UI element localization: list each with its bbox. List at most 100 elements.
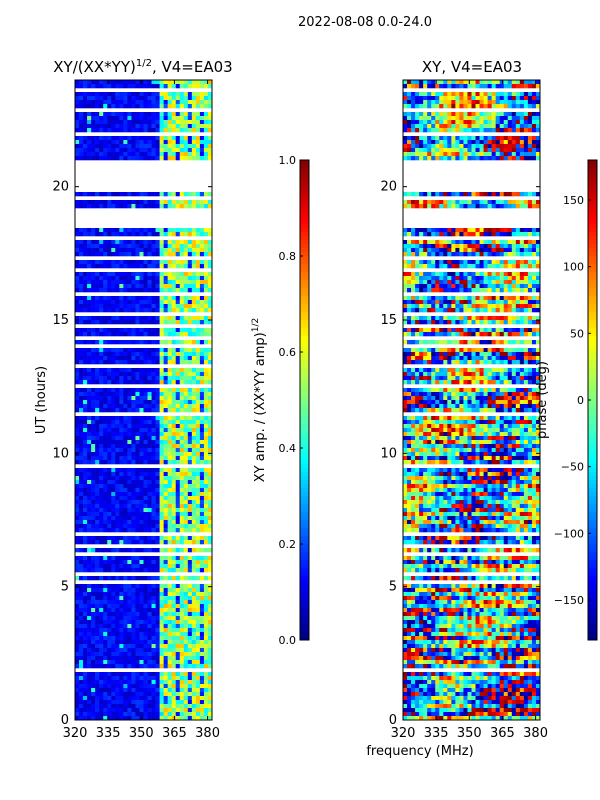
heatmap-cell bbox=[183, 352, 189, 357]
heatmap-cell bbox=[183, 104, 189, 109]
heatmap-cell bbox=[411, 136, 416, 141]
colorbar-segment bbox=[300, 320, 309, 325]
heatmap-cell bbox=[179, 700, 185, 705]
heatmap-cell bbox=[131, 80, 136, 85]
heatmap-cell bbox=[407, 104, 412, 109]
heatmap-cell bbox=[147, 296, 152, 301]
heatmap-cell bbox=[403, 140, 408, 145]
heatmap-cell bbox=[519, 104, 525, 109]
heatmap-cell bbox=[111, 84, 116, 89]
colorbar-segment bbox=[300, 632, 309, 637]
heatmap-cell bbox=[143, 640, 148, 645]
heatmap-cell bbox=[95, 416, 100, 421]
heatmap-cell bbox=[143, 304, 148, 309]
heatmap-cell bbox=[195, 612, 201, 617]
heatmap-cell bbox=[139, 356, 144, 361]
heatmap-cell bbox=[95, 524, 100, 529]
heatmap-cell bbox=[187, 512, 193, 517]
heatmap-cell bbox=[203, 420, 209, 425]
heatmap-cell bbox=[119, 504, 124, 509]
heatmap-cell bbox=[115, 204, 120, 209]
heatmap-cell bbox=[523, 96, 529, 101]
heatmap-cell bbox=[199, 144, 205, 149]
heatmap-cell bbox=[471, 140, 476, 145]
heatmap-cell bbox=[207, 320, 213, 325]
heatmap-cell bbox=[123, 240, 128, 245]
heatmap-cell bbox=[175, 416, 181, 421]
heatmap-cell bbox=[207, 704, 213, 709]
heatmap-cell bbox=[111, 676, 116, 681]
heatmap-cell bbox=[127, 664, 132, 669]
heatmap-cell bbox=[95, 152, 100, 157]
heatmap-cell bbox=[131, 92, 136, 97]
heatmap-cell bbox=[83, 556, 88, 561]
heatmap-cell bbox=[175, 260, 181, 265]
heatmap-cell bbox=[171, 192, 177, 197]
heatmap-cell bbox=[511, 124, 517, 129]
heatmap-cell bbox=[207, 476, 213, 481]
heatmap-cell bbox=[91, 484, 96, 489]
heatmap-cell bbox=[151, 288, 156, 293]
heatmap-cell bbox=[151, 432, 156, 437]
heatmap-cell bbox=[167, 120, 173, 125]
heatmap-cell bbox=[83, 232, 88, 237]
heatmap-cell bbox=[487, 116, 492, 121]
heatmap-cell bbox=[143, 496, 148, 501]
heatmap-cell bbox=[143, 420, 148, 425]
heatmap-cell bbox=[175, 472, 181, 477]
heatmap-cell bbox=[83, 680, 88, 685]
heatmap-cell bbox=[75, 480, 80, 485]
heatmap-cell bbox=[119, 584, 124, 589]
heatmap-cell bbox=[87, 276, 92, 281]
heatmap-cell bbox=[103, 616, 108, 621]
heatmap-cell bbox=[179, 680, 185, 685]
heatmap-cell bbox=[155, 472, 160, 477]
heatmap-cell bbox=[75, 584, 80, 589]
heatmap-cell bbox=[83, 648, 88, 653]
heatmap-cell bbox=[171, 272, 177, 277]
heatmap-cell bbox=[115, 560, 120, 565]
colorbar-segment bbox=[300, 516, 309, 521]
heatmap-cell bbox=[123, 504, 128, 509]
heatmap-cell bbox=[179, 584, 185, 589]
heatmap-cell bbox=[95, 232, 100, 237]
heatmap-cell bbox=[139, 100, 144, 105]
heatmap-cell bbox=[195, 204, 201, 209]
heatmap-cell bbox=[175, 156, 181, 161]
heatmap-cell bbox=[159, 408, 164, 413]
heatmap-cell bbox=[479, 92, 484, 97]
heatmap-cell bbox=[207, 676, 213, 681]
heatmap-cell bbox=[475, 100, 480, 105]
heatmap-cell bbox=[107, 648, 112, 653]
heatmap-cell bbox=[103, 632, 108, 637]
heatmap-cell bbox=[535, 100, 541, 105]
heatmap-cell bbox=[171, 592, 177, 597]
heatmap-cell bbox=[207, 492, 213, 497]
heatmap-cell bbox=[535, 104, 541, 109]
heatmap-cell bbox=[107, 540, 112, 545]
heatmap-cell bbox=[135, 636, 140, 641]
heatmap-cell bbox=[87, 480, 92, 485]
heatmap-cell bbox=[203, 696, 209, 701]
heatmap-cell bbox=[83, 192, 88, 197]
colorbar-segment bbox=[300, 596, 309, 601]
heatmap-cell bbox=[79, 368, 84, 373]
heatmap-cell bbox=[103, 144, 108, 149]
heatmap-cell bbox=[191, 112, 197, 117]
heatmap-cell bbox=[115, 360, 120, 365]
heatmap-cell bbox=[179, 316, 185, 321]
heatmap-cell bbox=[131, 660, 136, 665]
heatmap-cell bbox=[87, 248, 92, 253]
heatmap-cell bbox=[179, 332, 185, 337]
heatmap-cell bbox=[159, 392, 164, 397]
heatmap-cell bbox=[183, 96, 189, 101]
heatmap-cell bbox=[147, 300, 152, 305]
heatmap-cell bbox=[195, 600, 201, 605]
colorbar-segment bbox=[300, 376, 309, 381]
heatmap-cell bbox=[103, 244, 108, 249]
heatmap-cell bbox=[167, 264, 173, 269]
heatmap-cell bbox=[91, 500, 96, 505]
heatmap-cell bbox=[111, 316, 116, 321]
heatmap-cell bbox=[203, 628, 209, 633]
heatmap-cell bbox=[119, 200, 124, 205]
